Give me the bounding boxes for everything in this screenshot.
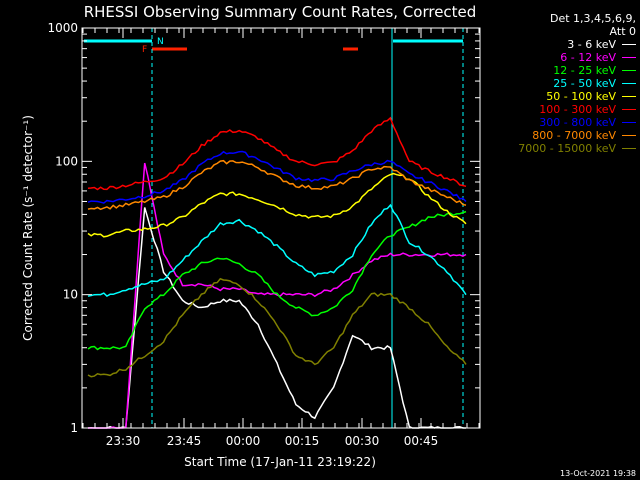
x-tick-label-5: 00:45 <box>404 434 439 448</box>
footer-timestamp: 13-Oct-2021 19:38 <box>560 469 636 478</box>
x-axis-label: Start Time (17-Jan-11 23:19:22) <box>184 455 376 469</box>
flag-n-label: N <box>157 37 164 47</box>
legend-label: 800 - 7000 keV <box>532 129 616 142</box>
plot-frame <box>81 27 481 429</box>
legend-entry-3: 25 - 50 keV <box>486 77 636 90</box>
legend-swatch <box>622 57 636 58</box>
legend-swatch <box>622 148 636 149</box>
series-layer <box>87 116 467 429</box>
legend-label: 300 - 800 keV <box>539 116 616 129</box>
legend-swatch <box>622 109 636 110</box>
legend: Det 1,3,4,5,6,9, Att 0 3 - 6 keV 6 - 12 k… <box>486 12 636 155</box>
legend-swatch <box>622 122 636 123</box>
legend-label: 25 - 50 keV <box>553 77 616 90</box>
legend-items: 3 - 6 keV 6 - 12 keV 12 - 25 keV 25 - 50 ke… <box>486 38 636 155</box>
legend-label: 50 - 100 keV <box>546 90 616 103</box>
legend-entry-0: 3 - 6 keV <box>486 38 636 51</box>
legend-swatch <box>622 83 636 84</box>
y-tick-label-3: 1000 <box>47 21 78 35</box>
legend-label: 12 - 25 keV <box>553 64 616 77</box>
axes-layer: 1 10 100 1000 23:30 23:45 00:00 00:15 00:30 00:45 <box>47 21 481 448</box>
x-tick-label-0: 23:30 <box>106 434 141 448</box>
legend-swatch <box>622 135 636 136</box>
x-tick-label-3: 00:15 <box>285 434 320 448</box>
legend-header-line2: Att 0 <box>609 25 636 38</box>
legend-label: 7000 - 15000 keV <box>518 142 616 155</box>
legend-entry-7: 800 - 7000 keV <box>486 129 636 142</box>
series-line-3 <box>87 203 467 298</box>
y-axis-label: Corrected Count Rate (s⁻¹ detector⁻¹) <box>21 115 35 341</box>
legend-swatch <box>622 96 636 97</box>
legend-label: 100 - 300 keV <box>539 103 616 116</box>
series-line-5 <box>87 116 467 191</box>
legend-swatch <box>622 70 636 71</box>
legend-entry-8: 7000 - 15000 keV <box>486 142 636 155</box>
x-tick-label-2: 00:00 <box>226 434 261 448</box>
x-tick-label-4: 00:30 <box>345 434 380 448</box>
legend-entry-2: 12 - 25 keV <box>486 64 636 77</box>
series-line-0 <box>87 207 466 429</box>
x-tick-label-1: 23:45 <box>167 434 202 448</box>
legend-header-line1: Det 1,3,4,5,6,9, <box>549 12 636 25</box>
legend-label: 3 - 6 keV <box>567 38 616 51</box>
series-line-8 <box>87 277 467 378</box>
legend-swatch <box>622 44 636 45</box>
flag-f-label: F <box>142 45 147 55</box>
legend-entry-1: 6 - 12 keV <box>486 51 636 64</box>
y-tick-label-0: 1 <box>70 421 78 435</box>
legend-entry-6: 300 - 800 keV <box>486 116 636 129</box>
series-line-1 <box>88 162 467 429</box>
series-line-6 <box>87 150 467 204</box>
y-tick-label-2: 100 <box>55 154 78 168</box>
legend-label: 6 - 12 keV <box>560 51 616 64</box>
series-line-7 <box>87 159 467 211</box>
legend-entry-5: 100 - 300 keV <box>486 103 636 116</box>
y-tick-label-1: 10 <box>63 288 78 302</box>
legend-entry-4: 50 - 100 keV <box>486 90 636 103</box>
chart-title: RHESSI Observing Summary Count Rates, Co… <box>84 3 477 21</box>
